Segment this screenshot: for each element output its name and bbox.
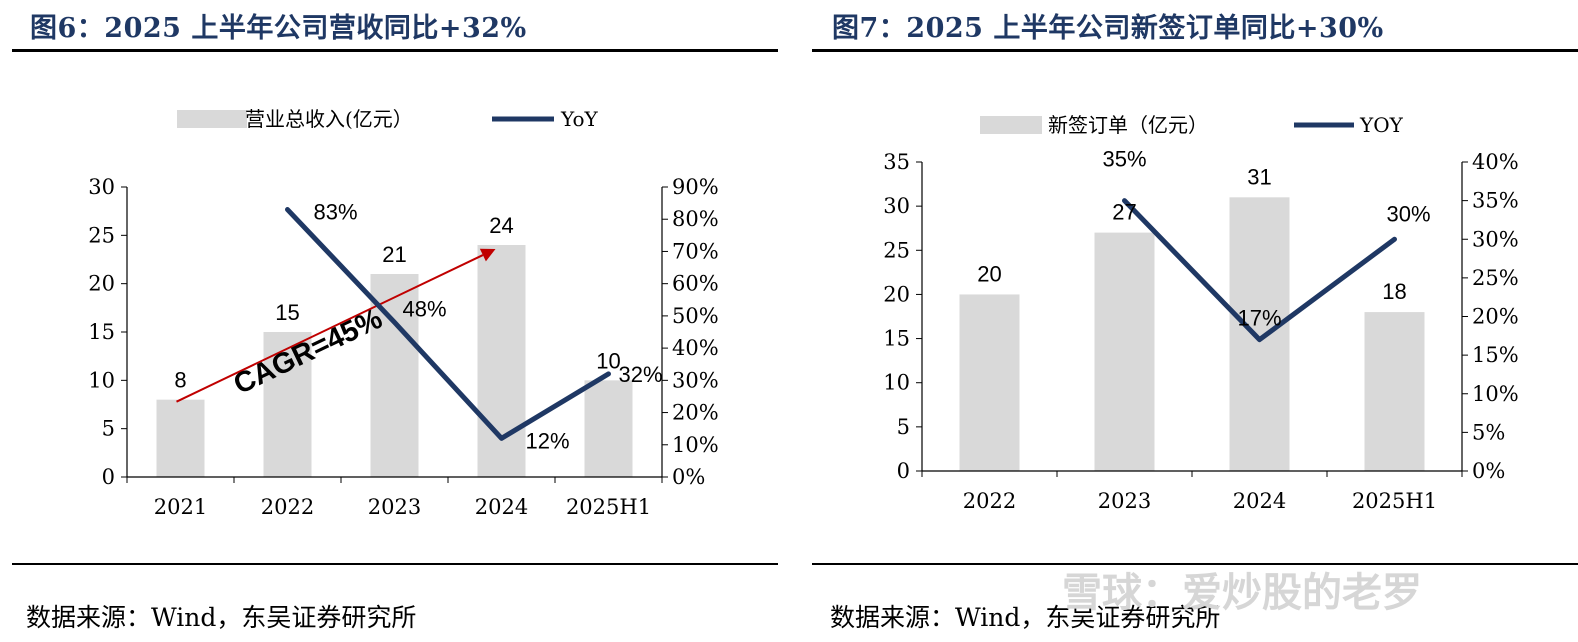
bar-2022 <box>959 294 1020 471</box>
bar-2025H1 <box>1364 312 1425 471</box>
bar-data-label: 31 <box>1247 164 1271 189</box>
left-tick-label: 30 <box>883 194 910 218</box>
x-tick-label: 2021 <box>154 495 207 519</box>
right-chart-title: 图7：2025 上半年公司新签订单同比+30% <box>832 13 1384 44</box>
left-tick-label: 20 <box>88 272 115 296</box>
left-tick-label: 0 <box>102 465 115 489</box>
right-tick-label: 40% <box>672 336 719 360</box>
left-title-rule <box>12 49 778 52</box>
bar-data-label: 15 <box>275 300 299 325</box>
right-tick-label: 35% <box>1472 189 1519 213</box>
left-tick-label: 30 <box>88 175 115 199</box>
yoy-data-label: 83% <box>314 200 358 225</box>
legend-line-label: YOY <box>1359 113 1404 137</box>
right-tick-label: 0% <box>1472 459 1505 483</box>
bar-data-label: 8 <box>174 368 186 393</box>
left-tick-label: 20 <box>883 282 910 306</box>
x-tick-label: 2022 <box>963 489 1016 513</box>
right-source-note: 数据来源：Wind，东吴证券研究所 <box>830 603 1221 632</box>
bar-2021 <box>156 399 205 477</box>
bar-2024 <box>477 245 526 477</box>
legend-bar-label: 营业总收入(亿元） <box>245 107 413 131</box>
bar-2025H1 <box>584 380 633 477</box>
right-tick-label: 20% <box>1472 305 1519 329</box>
right-tick-label: 30% <box>1472 227 1519 251</box>
yoy-data-label: 30% <box>1386 201 1430 226</box>
bar-2024 <box>1229 197 1290 472</box>
bar-data-label: 27 <box>1112 200 1136 225</box>
right-tick-label: 50% <box>672 304 719 328</box>
left-tick-label: 5 <box>102 417 115 441</box>
right-tick-label: 70% <box>672 239 719 263</box>
right-tick-label: 5% <box>1472 420 1505 444</box>
left-chart-title: 图6：2025 上半年公司营收同比+32% <box>30 13 527 44</box>
left-source-note: 数据来源：Wind，东吴证券研究所 <box>26 603 417 632</box>
left-tick-label: 25 <box>88 223 115 247</box>
left-tick-label: 15 <box>88 320 115 344</box>
x-tick-label: 2025H1 <box>1352 489 1437 513</box>
left-tick-label: 15 <box>883 327 910 351</box>
right-tick-label: 0% <box>672 465 705 489</box>
x-tick-label: 2023 <box>368 495 421 519</box>
legend-bar-swatch <box>980 116 1042 134</box>
left-tick-label: 10 <box>883 371 910 395</box>
x-tick-label: 2025H1 <box>566 495 651 519</box>
left-tick-label: 25 <box>883 238 910 262</box>
right-tick-label: 10% <box>1472 382 1519 406</box>
yoy-line <box>285 207 611 441</box>
right-bottom-rule <box>812 563 1578 565</box>
legend-line-label: YoY <box>560 107 599 131</box>
right-tick-label: 60% <box>672 272 719 296</box>
x-tick-label: 2024 <box>475 495 528 519</box>
right-tick-label: 40% <box>1472 150 1519 174</box>
yoy-data-label: 17% <box>1237 306 1281 331</box>
legend-bar-label: 新签订单（亿元） <box>1048 113 1208 137</box>
bar-data-label: 10 <box>596 348 620 373</box>
right-tick-label: 25% <box>1472 266 1519 290</box>
right-tick-label: 10% <box>672 433 719 457</box>
cagr-arrow-head <box>479 248 496 262</box>
bar-2023 <box>1094 232 1155 471</box>
bar-data-label: 20 <box>977 261 1001 286</box>
yoy-data-label: 35% <box>1102 147 1146 172</box>
right-tick-label: 90% <box>672 175 719 199</box>
right-tick-label: 15% <box>1472 343 1519 367</box>
left-revenue-chart: 营业总收入(亿元） YoY 0 5 10 15 20 25 30 0% 10% 20% 30% 40% 50… <box>88 107 719 519</box>
watermark: 雪球：爱炒股的老罗 <box>1062 570 1422 616</box>
left-tick-label: 5 <box>897 415 910 439</box>
right-tick-label: 20% <box>672 401 719 425</box>
yoy-data-label: 48% <box>403 296 447 321</box>
bar-data-label: 24 <box>489 213 513 238</box>
yoy-data-label: 12% <box>526 428 570 453</box>
left-bottom-rule <box>12 563 778 565</box>
right-title-rule <box>812 49 1578 52</box>
cagr-arrow-line <box>176 254 484 403</box>
yoy-line <box>1122 198 1397 343</box>
legend-bar-swatch <box>177 110 247 128</box>
x-tick-label: 2023 <box>1098 489 1151 513</box>
bar-data-label: 18 <box>1382 279 1406 304</box>
yoy-data-label: 32% <box>619 362 663 387</box>
right-orders-chart: 新签订单（亿元） YOY 0 5 10 15 20 25 30 35 0% 5% 10% 15% 20% 25… <box>883 113 1519 513</box>
left-tick-label: 35 <box>883 150 910 174</box>
x-tick-label: 2024 <box>1233 489 1286 513</box>
right-tick-label: 30% <box>672 368 719 392</box>
left-tick-label: 0 <box>897 459 910 483</box>
x-tick-label: 2022 <box>261 495 314 519</box>
right-tick-label: 80% <box>672 207 719 231</box>
bar-data-label: 21 <box>382 242 406 267</box>
left-tick-label: 10 <box>88 368 115 392</box>
